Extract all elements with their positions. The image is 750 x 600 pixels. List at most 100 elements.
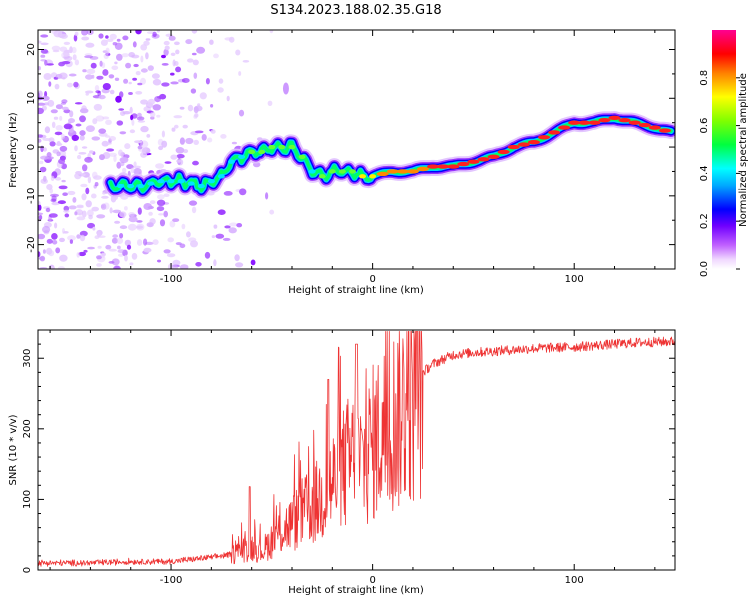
noise-speck bbox=[126, 244, 132, 250]
noise-speck bbox=[140, 125, 149, 133]
x-tick-label: 100 bbox=[565, 575, 584, 586]
noise-speck bbox=[161, 130, 165, 138]
noise-speck bbox=[72, 197, 77, 203]
noise-speck bbox=[229, 222, 238, 227]
noise-speck bbox=[39, 255, 46, 262]
noise-speck bbox=[155, 163, 165, 169]
ridge-core bbox=[598, 118, 611, 123]
noise-speck bbox=[116, 120, 124, 126]
noise-speck bbox=[52, 240, 58, 245]
noise-speck bbox=[50, 109, 58, 114]
noise-speck bbox=[87, 209, 94, 217]
noise-speck bbox=[44, 59, 48, 66]
noise-speck bbox=[79, 108, 89, 114]
y-tick-label: 20 bbox=[26, 43, 37, 56]
noise-speck bbox=[44, 102, 49, 106]
noise-speck bbox=[63, 55, 73, 61]
noise-speck bbox=[156, 95, 165, 99]
ridge-core bbox=[618, 118, 631, 123]
ridge-core bbox=[349, 169, 356, 174]
ridge-core bbox=[527, 140, 540, 145]
ridge-core bbox=[638, 122, 651, 128]
noise-speck bbox=[135, 71, 141, 76]
ridge-core bbox=[288, 144, 296, 150]
ridge-core bbox=[298, 154, 306, 159]
noise-speck bbox=[54, 222, 58, 229]
noise-speck bbox=[68, 118, 75, 124]
noise-speck bbox=[58, 72, 68, 80]
noise-speck bbox=[172, 264, 179, 269]
noise-speck bbox=[92, 226, 96, 231]
noise-speck bbox=[174, 41, 180, 46]
noise-speck bbox=[109, 89, 115, 95]
noise-speck bbox=[140, 99, 149, 105]
noise-speck bbox=[38, 201, 41, 206]
noise-speck bbox=[116, 53, 123, 61]
noise-speck bbox=[42, 138, 52, 141]
spectrogram-plot-area bbox=[38, 30, 675, 269]
noise-speck bbox=[136, 220, 143, 223]
noise-speck bbox=[231, 141, 237, 145]
noise-speck bbox=[114, 61, 118, 65]
noise-speck bbox=[102, 192, 106, 195]
noise-speck bbox=[55, 247, 61, 254]
noise-speck bbox=[73, 34, 78, 42]
noise-speck bbox=[42, 225, 51, 234]
noise-speck bbox=[146, 222, 154, 228]
noise-speck bbox=[163, 40, 170, 46]
noise-speck bbox=[140, 55, 144, 63]
noise-speck bbox=[234, 254, 240, 262]
noise-speck bbox=[121, 53, 129, 58]
noise-speck bbox=[118, 149, 123, 157]
ridge-core bbox=[608, 115, 621, 121]
noise-speck bbox=[238, 71, 242, 76]
noise-speck bbox=[122, 35, 129, 41]
noise-speck bbox=[140, 68, 148, 73]
noise-speck bbox=[169, 220, 176, 228]
x-tick-label: 100 bbox=[565, 274, 584, 285]
noise-speck bbox=[81, 36, 90, 41]
ridge-core bbox=[157, 179, 165, 184]
ridge-core bbox=[318, 174, 326, 179]
noise-speck bbox=[58, 185, 68, 190]
noise-speck bbox=[179, 137, 185, 145]
noise-speck bbox=[51, 201, 60, 206]
noise-speck bbox=[132, 165, 142, 169]
noise-speck bbox=[213, 224, 218, 229]
noise-speck bbox=[185, 39, 193, 45]
noise-speck bbox=[108, 248, 118, 252]
noise-speck bbox=[74, 145, 78, 152]
noise-speck bbox=[40, 145, 44, 152]
noise-speck bbox=[136, 239, 143, 246]
snr-frame bbox=[37, 329, 676, 571]
ridge-core bbox=[369, 174, 377, 179]
noise-speck bbox=[140, 140, 149, 148]
noise-speck bbox=[224, 37, 233, 41]
noise-speck bbox=[55, 125, 63, 131]
noise-speck bbox=[120, 111, 126, 116]
noise-speck bbox=[67, 235, 76, 241]
noise-speck bbox=[85, 42, 95, 48]
noise-speck bbox=[161, 140, 168, 148]
noise-speck bbox=[176, 159, 182, 163]
noise-speck bbox=[124, 239, 132, 247]
noise-speck bbox=[50, 72, 58, 78]
noise-speck bbox=[143, 203, 152, 210]
noise-speck bbox=[170, 72, 175, 76]
noise-speck bbox=[71, 134, 80, 141]
noise-speck bbox=[112, 42, 118, 46]
noise-speck bbox=[129, 129, 136, 134]
noise-speck bbox=[226, 95, 230, 102]
noise-speck bbox=[76, 252, 80, 258]
noise-speck bbox=[56, 151, 61, 157]
noise-speck bbox=[38, 204, 42, 211]
spectrogram-ridge bbox=[102, 111, 675, 199]
noise-speck bbox=[158, 145, 164, 151]
noise-speck bbox=[99, 154, 105, 161]
noise-speck bbox=[124, 143, 131, 150]
noise-speck bbox=[59, 254, 68, 262]
noise-speck bbox=[63, 41, 71, 46]
noise-speck bbox=[137, 82, 143, 86]
noise-speck bbox=[172, 218, 180, 223]
noise-speck bbox=[57, 200, 66, 205]
